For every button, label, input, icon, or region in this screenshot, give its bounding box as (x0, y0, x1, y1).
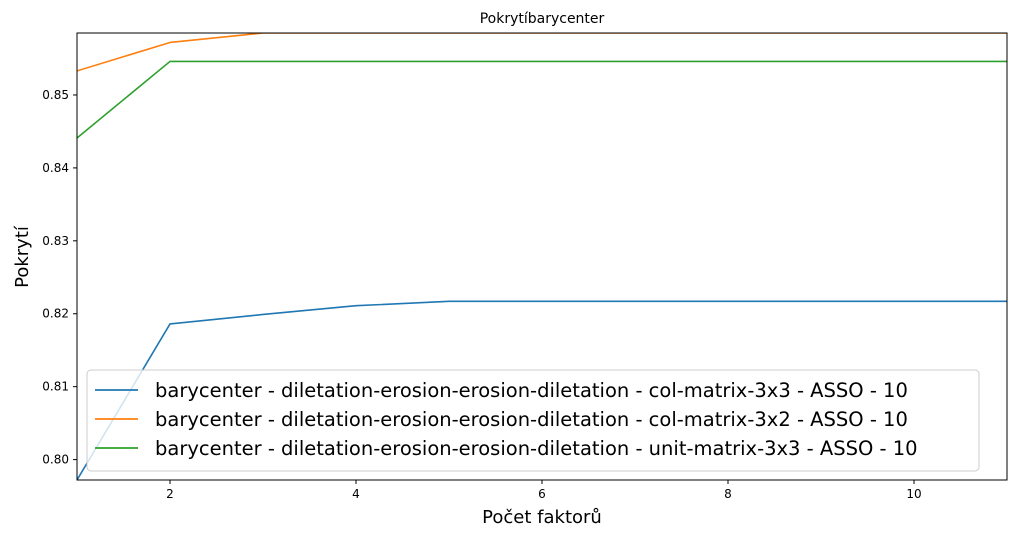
x-tick-label: 2 (166, 487, 174, 501)
x-axis-title: Počet faktorů (482, 507, 602, 528)
x-tick-label: 6 (538, 487, 546, 501)
y-tick-label: 0.83 (42, 234, 69, 248)
x-tick-label: 8 (724, 487, 732, 501)
y-tick-label: 0.85 (42, 88, 69, 102)
series-line-2 (77, 33, 1007, 72)
y-axis: 0.80 0.81 0.82 0.83 0.84 0.85 (42, 88, 77, 467)
x-tick-label: 10 (906, 487, 921, 501)
x-axis: 2 4 6 8 10 (166, 480, 922, 501)
legend-label-1: barycenter - diletation-erosion-erosion-… (155, 379, 908, 402)
chart-title: Pokrytíbarycenter (480, 11, 605, 27)
y-axis-title: Pokrytí (12, 225, 33, 288)
y-tick-label: 0.80 (42, 453, 69, 467)
series-line-1 (77, 300, 1007, 480)
plot-lines (77, 33, 1007, 480)
y-tick-label: 0.81 (42, 380, 69, 394)
y-tick-label: 0.82 (42, 307, 69, 321)
series-line-3 (77, 60, 1007, 139)
legend: barycenter - diletation-erosion-erosion-… (86, 369, 980, 472)
y-tick-label: 0.84 (42, 161, 69, 175)
x-tick-label: 4 (352, 487, 360, 501)
legend-label-2: barycenter - diletation-erosion-erosion-… (155, 408, 908, 431)
legend-box (86, 369, 980, 472)
legend-label-3: barycenter - diletation-erosion-erosion-… (155, 437, 918, 460)
